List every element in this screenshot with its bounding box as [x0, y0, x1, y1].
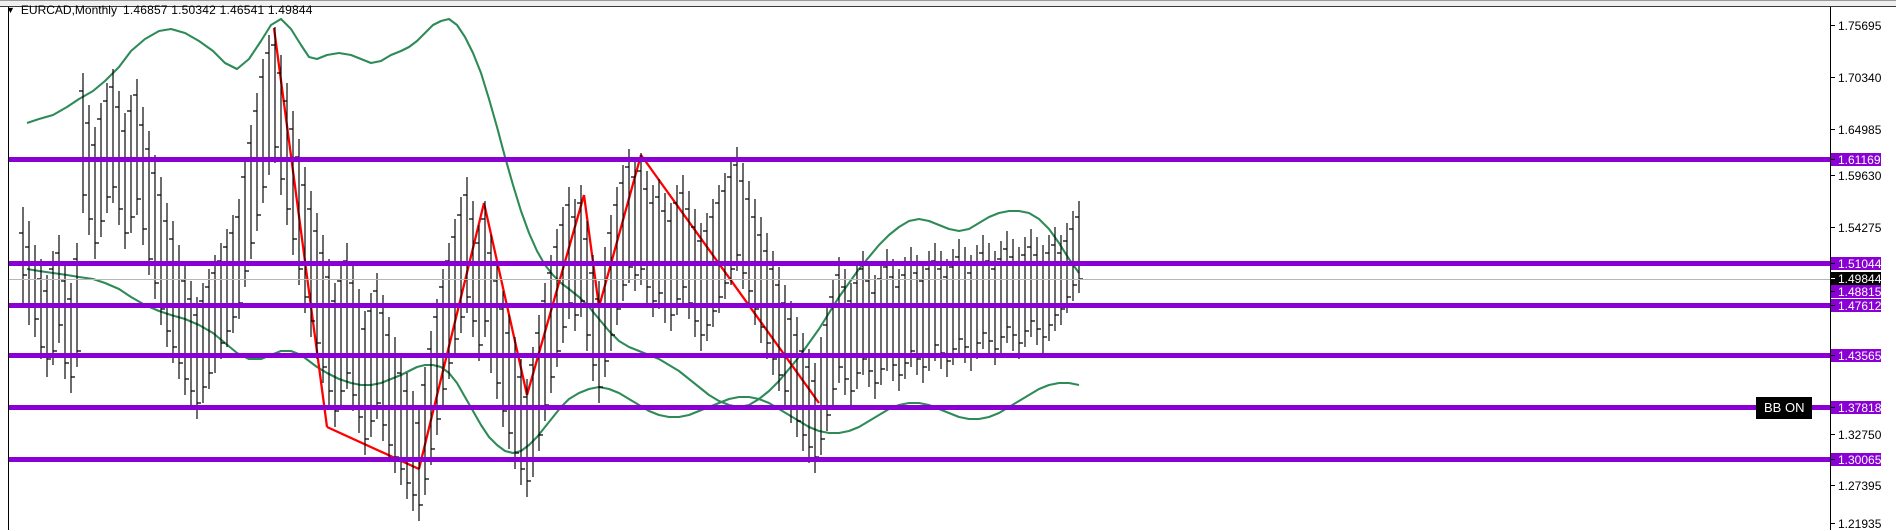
tick-dash — [1831, 523, 1835, 524]
bid-price-line — [9, 279, 1830, 280]
bollinger-upper-band — [26, 17, 1080, 409]
price-chart-canvas — [19, 17, 1083, 521]
candlestick-series — [19, 27, 1083, 521]
symbol-timeframe-label: EURCAD,Monthly — [20, 3, 117, 17]
axis-level-label-1-43565[interactable]: 1.43565 — [1831, 348, 1882, 363]
chart-frame: BB ON 1.75695 1.70340 1.64985 1.61169 1.… — [0, 7, 1896, 531]
tick-dash — [1831, 355, 1835, 356]
axis-tick: 1.54275 — [1831, 220, 1882, 235]
axis-tick-label: 1.21935 — [1838, 516, 1882, 531]
level-line-1-51044[interactable] — [9, 261, 1830, 266]
tick-dash — [1831, 25, 1835, 26]
level-line-1-43565[interactable] — [9, 353, 1830, 358]
tick-dash — [1831, 434, 1835, 435]
axis-level-label-1-61169[interactable]: 1.61169 — [1831, 152, 1881, 167]
axis-tick-label: 1.27395 — [1838, 478, 1882, 493]
axis-tick-label: 1.75695 — [1838, 18, 1882, 33]
axis-tick-label: 1.32750 — [1838, 427, 1882, 442]
tick-dash — [1831, 175, 1835, 176]
axis-tick-label: 1.54275 — [1838, 220, 1882, 235]
tick-dash — [1831, 459, 1835, 460]
axis-tick-label: 1.37818 — [1838, 400, 1882, 415]
axis-tick: 1.59630 — [1831, 168, 1882, 183]
axis-level-label-1-48815[interactable]: 1.48815 — [1831, 284, 1882, 299]
axis-tick-label: 1.49844 — [1838, 271, 1882, 286]
price-axis[interactable]: 1.75695 1.70340 1.64985 1.61169 1.59630 … — [1830, 7, 1896, 531]
axis-tick: 1.27395 — [1831, 478, 1882, 493]
tick-dash — [1831, 305, 1835, 306]
axis-tick-label: 1.43565 — [1838, 348, 1882, 363]
bb-on-label[interactable]: BB ON — [1756, 397, 1813, 419]
tick-dash — [1831, 263, 1835, 264]
level-line-1-61169[interactable] — [9, 157, 1830, 162]
axis-tick-label: 1.70340 — [1838, 70, 1882, 85]
tick-dash — [1831, 278, 1835, 279]
axis-tick: 1.32750 — [1831, 427, 1882, 442]
chart-symbol-header: ▼ EURCAD,Monthly 1.46857 1.50342 1.46541… — [6, 3, 313, 17]
axis-level-label-1-37818[interactable]: 1.37818 — [1831, 400, 1882, 415]
axis-tick-label: 1.51044 — [1838, 256, 1882, 271]
tick-dash — [1831, 485, 1835, 486]
axis-tick: 1.75695 — [1831, 18, 1882, 33]
axis-tick-label: 1.47612 — [1838, 298, 1882, 313]
axis-tick: 1.21935 — [1831, 516, 1882, 531]
chevron-down-icon[interactable]: ▼ — [6, 4, 15, 15]
ohlc-quote-label: 1.46857 1.50342 1.46541 1.49844 — [122, 3, 313, 17]
bid-price-label[interactable]: 1.49844 — [1831, 271, 1882, 286]
tick-dash — [1831, 77, 1835, 78]
tick-dash — [1831, 227, 1835, 228]
axis-tick-label: 1.30065 — [1838, 452, 1882, 467]
axis-tick: 1.64985 — [1831, 122, 1882, 137]
axis-tick-label: 1.48815 — [1838, 284, 1882, 299]
tick-dash — [1831, 407, 1835, 408]
axis-tick-label: 1.59630 — [1838, 168, 1882, 183]
level-line-1-47612[interactable] — [9, 303, 1830, 308]
axis-tick-label: 1.64985 — [1838, 122, 1882, 137]
axis-level-label-1-47612[interactable]: 1.47612 — [1831, 298, 1882, 313]
tick-dash — [1831, 159, 1835, 160]
level-line-1-37818[interactable] — [9, 405, 1830, 410]
axis-tick: 1.70340 — [1831, 70, 1882, 85]
chart-plot-area[interactable] — [8, 7, 1830, 530]
level-line-1-30065[interactable] — [9, 457, 1830, 462]
window-titlebar — [0, 0, 1896, 7]
tick-dash — [1831, 291, 1835, 292]
axis-level-label-1-30065[interactable]: 1.30065 — [1831, 452, 1882, 467]
axis-level-label-1-51044[interactable]: 1.51044 — [1831, 256, 1882, 271]
axis-tick-label: 1.61169 — [1838, 152, 1881, 167]
tick-dash — [1831, 129, 1835, 130]
